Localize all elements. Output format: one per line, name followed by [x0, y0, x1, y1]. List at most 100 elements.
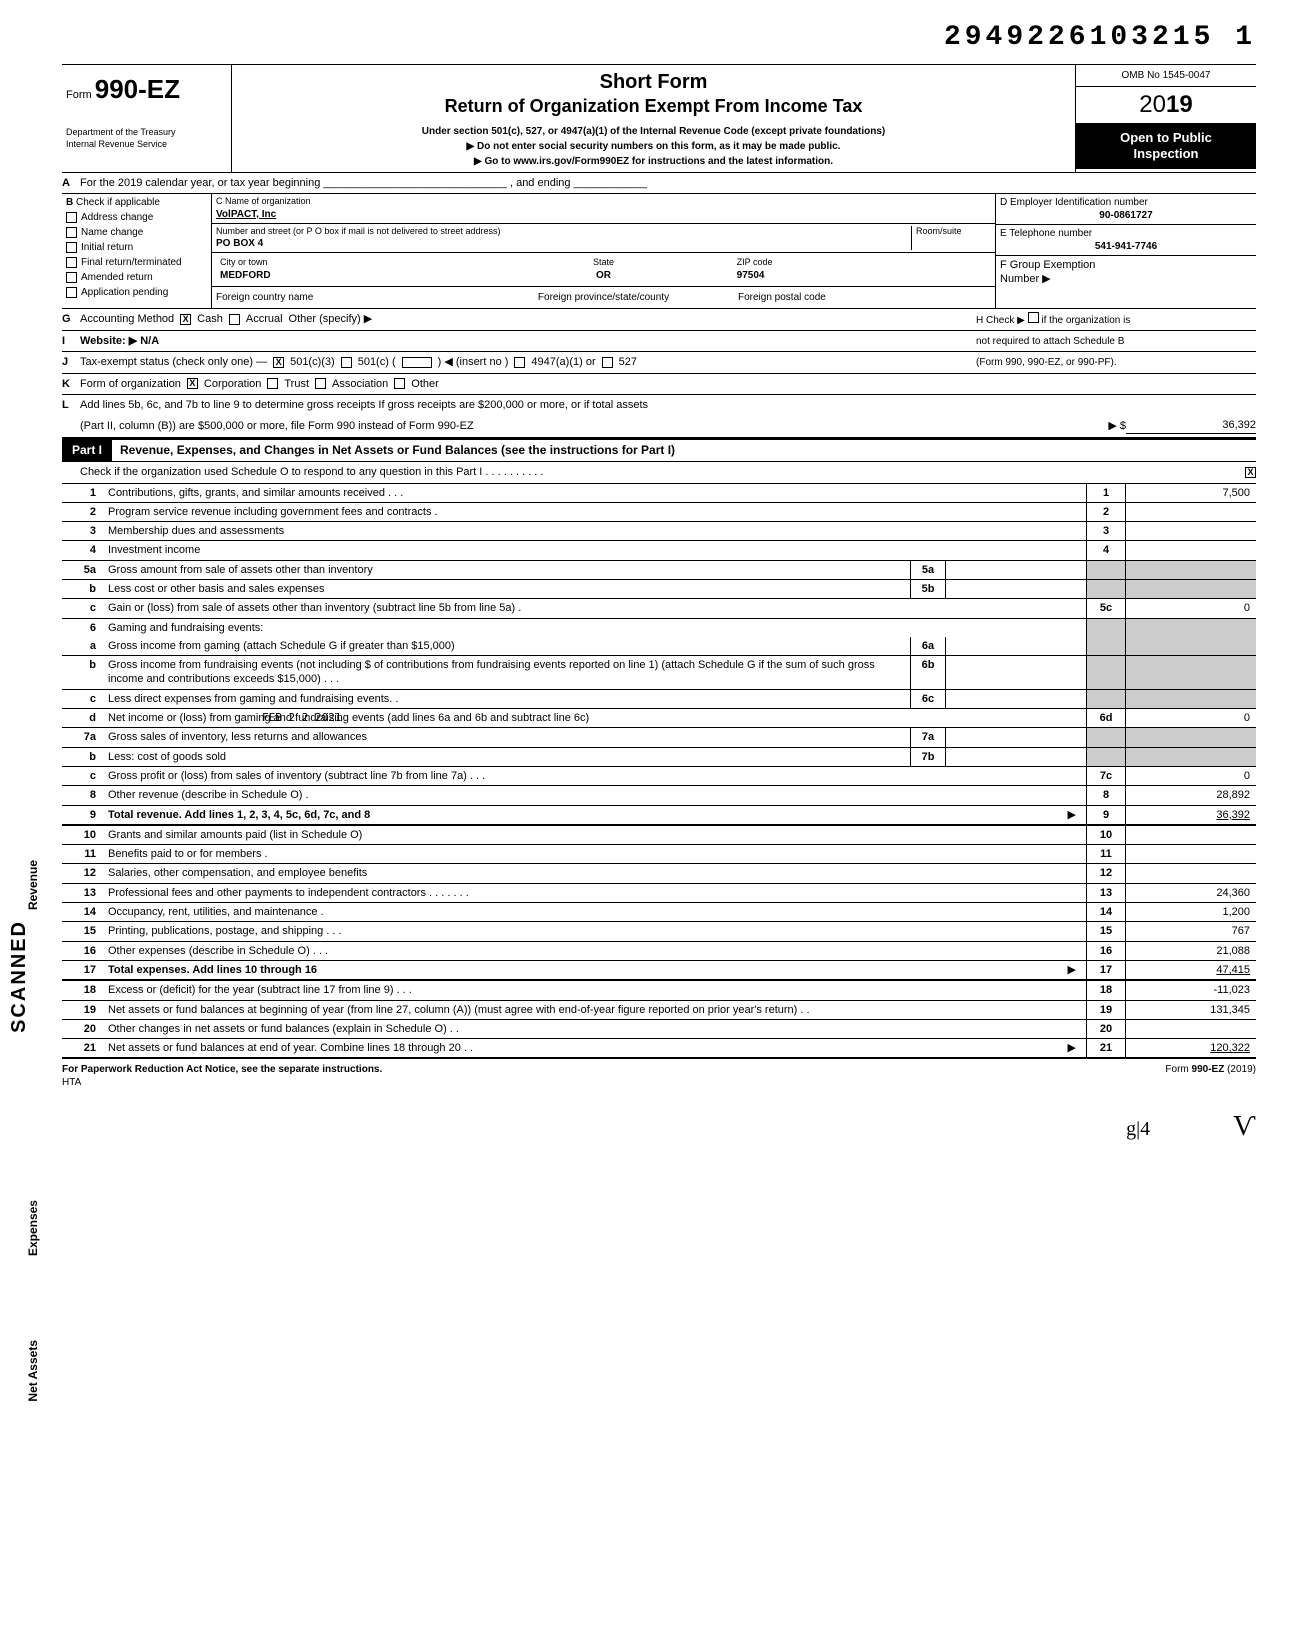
cb-schedule-o[interactable]: X	[1245, 467, 1256, 478]
line-10-num: 10	[1086, 826, 1126, 844]
cb-corporation[interactable]: X	[187, 378, 198, 389]
under-section: Under section 501(c), 527, or 4947(a)(1)…	[240, 125, 1067, 138]
line-6c-rn-shade	[1086, 690, 1126, 708]
zip-lbl: ZIP code	[737, 257, 987, 269]
goto-line: ▶ Go to www.irs.gov/Form990EZ for instru…	[240, 155, 1067, 168]
line-10: 10 Grants and similar amounts paid (list…	[62, 826, 1256, 845]
netassets-label: Net Assets	[26, 1340, 42, 1402]
cb-h-check[interactable]	[1028, 312, 1039, 323]
line-11: 11 Benefits paid to or for members . 11	[62, 845, 1256, 864]
line-15: 15 Printing, publications, postage, and …	[62, 922, 1256, 941]
cb-final-return[interactable]	[66, 257, 77, 268]
room-lbl: Room/suite	[916, 226, 991, 238]
line-5a-rv-shade	[1126, 561, 1256, 579]
cb-address-change[interactable]	[66, 212, 77, 223]
footer: For Paperwork Reduction Act Notice, see …	[62, 1059, 1256, 1089]
line-3-num: 3	[1086, 522, 1126, 540]
line-2: 2 Program service revenue including gove…	[62, 503, 1256, 522]
line-i: I Website: ▶ N/A not required to attach …	[62, 331, 1256, 352]
line-6a-rn-shade	[1086, 637, 1126, 655]
line-6b-sv	[946, 656, 1086, 689]
stamp-date: FEB 2 2 2021	[262, 711, 341, 724]
tel-lbl: E Telephone number	[1000, 227, 1252, 240]
lbl-insert-no: ) ◀ (insert no )	[438, 355, 509, 369]
line-7c-desc: Gross profit or (loss) from sales of inv…	[104, 767, 1086, 785]
line-5b: b Less cost or other basis and sales exp…	[62, 580, 1256, 599]
line-7b-sn: 7b	[910, 748, 946, 766]
cb-amended-return[interactable]	[66, 272, 77, 283]
line-14: 14 Occupancy, rent, utilities, and maint…	[62, 903, 1256, 922]
cb-other-org[interactable]	[394, 378, 405, 389]
cb-initial-return[interactable]	[66, 242, 77, 253]
cb-name-change[interactable]	[66, 227, 77, 238]
line-7c: c Gross profit or (loss) from sales of i…	[62, 767, 1256, 786]
line-6b-sn: 6b	[910, 656, 946, 689]
line-2-desc: Program service revenue including govern…	[104, 503, 1086, 521]
part1-check-text: Check if the organization used Schedule …	[80, 465, 1245, 479]
line-j: J Tax-exempt status (check only one) — X…	[62, 352, 1256, 373]
line-19: 19 Net assets or fund balances at beginn…	[62, 1001, 1256, 1020]
title-box: Short Form Return of Organization Exempt…	[232, 65, 1076, 171]
main-title: Short Form	[240, 69, 1067, 95]
cb-association[interactable]	[315, 378, 326, 389]
cb-accrual[interactable]	[229, 314, 240, 325]
line-7b-sv	[946, 748, 1086, 766]
revenue-label: Revenue	[26, 860, 42, 910]
line-6b: b Gross income from fundraising events (…	[62, 656, 1256, 690]
line-l-val: 36,392	[1126, 418, 1256, 433]
line-l-text2: (Part II, column (B)) are $500,000 or mo…	[80, 419, 1086, 433]
part1-check-row: Check if the organization used Schedule …	[62, 462, 1256, 483]
line-5a-sv	[946, 561, 1086, 579]
line-6-rn-shade	[1086, 619, 1126, 637]
cb-4947[interactable]	[514, 357, 525, 368]
line-6d: d Net income or (loss) from gaming and f…	[62, 709, 1256, 728]
lbl-amended-return: Amended return	[81, 271, 153, 284]
line-15-num: 15	[1086, 922, 1126, 940]
line-16-num: 16	[1086, 942, 1126, 960]
line-7c-val: 0	[1126, 767, 1256, 785]
line-6c-sv	[946, 690, 1086, 708]
cb-527[interactable]	[602, 357, 613, 368]
state-lbl: State	[478, 257, 728, 269]
sub-title: Return of Organization Exempt From Incom…	[240, 95, 1067, 118]
line-3-desc: Membership dues and assessments	[104, 522, 1086, 540]
line-19-val: 131,345	[1126, 1001, 1256, 1019]
insert-no-box[interactable]	[402, 357, 432, 368]
lbl-final-return: Final return/terminated	[81, 256, 182, 269]
line-3: 3 Membership dues and assessments 3	[62, 522, 1256, 541]
line-l-text1: Add lines 5b, 6c, and 7b to line 9 to de…	[80, 398, 1256, 412]
document-id: 2949226103215 1	[40, 20, 1256, 56]
line-g: G Accounting Method XCash Accrual Other …	[62, 309, 1256, 331]
zip-val: 97504	[737, 269, 987, 282]
foreign-prov-lbl: Foreign province/state/county	[473, 289, 734, 306]
cb-501c3[interactable]: X	[273, 357, 284, 368]
line-20-num: 20	[1086, 1020, 1126, 1038]
line-7a-sv	[946, 728, 1086, 746]
website-val: Website: ▶ N/A	[80, 334, 976, 348]
line-20: 20 Other changes in net assets or fund b…	[62, 1020, 1256, 1039]
line-10-desc: Grants and similar amounts paid (list in…	[104, 826, 1086, 844]
group-lbl: F Group Exemption	[1000, 258, 1252, 272]
line-9-desc: Total revenue. Add lines 1, 2, 3, 4, 5c,…	[108, 809, 370, 821]
line-7b: b Less: cost of goods sold 7b	[62, 748, 1256, 767]
footer-form: Form 990-EZ (2019)	[1165, 1063, 1256, 1089]
line-6c-desc: Less direct expenses from gaming and fun…	[104, 690, 910, 708]
cb-application-pending[interactable]	[66, 287, 77, 298]
line-5b-desc: Less cost or other basis and sales expen…	[104, 580, 910, 598]
cb-trust[interactable]	[267, 378, 278, 389]
tax-exempt-lbl: Tax-exempt status (check only one) —	[80, 355, 267, 369]
cb-501c[interactable]	[341, 357, 352, 368]
line-13-num: 13	[1086, 884, 1126, 902]
line-4-val	[1126, 541, 1256, 559]
line-7a-sn: 7a	[910, 728, 946, 746]
footer-paperwork: For Paperwork Reduction Act Notice, see …	[62, 1064, 382, 1075]
lbl-4947: 4947(a)(1) or	[531, 355, 595, 369]
line-19-num: 19	[1086, 1001, 1126, 1019]
line-21-arrow: ▶	[1068, 1041, 1076, 1055]
col-c: C Name of organization VolPACT, Inc Numb…	[212, 194, 996, 308]
line-6c-rv-shade	[1126, 690, 1256, 708]
lbl-other-org: Other	[411, 377, 439, 391]
line-12-val	[1126, 864, 1256, 882]
org-name-lbl: C Name of organization	[216, 196, 991, 208]
cb-cash[interactable]: X	[180, 314, 191, 325]
